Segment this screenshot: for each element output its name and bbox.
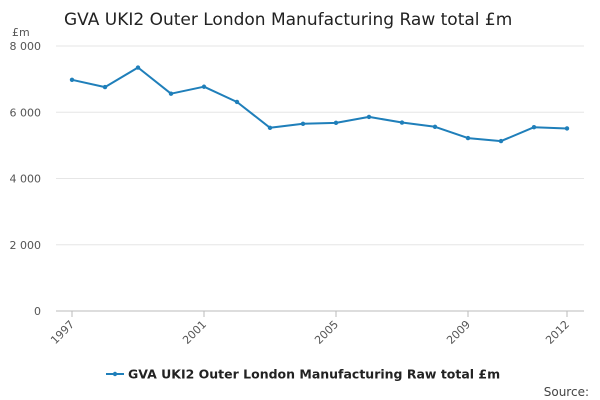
data-point[interactable] xyxy=(432,124,438,130)
data-point[interactable] xyxy=(564,126,570,131)
data-point[interactable] xyxy=(168,91,174,96)
data-point[interactable] xyxy=(267,125,273,131)
data-point[interactable] xyxy=(465,135,471,141)
legend-swatch-marker xyxy=(112,371,118,377)
y-tick-label: 2 000 xyxy=(10,239,42,252)
data-point[interactable] xyxy=(234,99,240,105)
x-tick-label: 2009 xyxy=(444,318,473,347)
gridlines xyxy=(56,45,584,312)
data-point[interactable] xyxy=(333,120,339,126)
source-label: Source: xyxy=(544,385,589,399)
y-tick-label: 6 000 xyxy=(10,106,42,119)
chart-title: GVA UKI2 Outer London Manufacturing Raw … xyxy=(64,10,512,30)
data-point[interactable] xyxy=(399,120,405,125)
data-point[interactable] xyxy=(102,84,108,90)
data-point[interactable] xyxy=(69,77,75,82)
data-point[interactable] xyxy=(201,84,207,89)
x-tick-label: 2012 xyxy=(543,318,572,347)
series-layer xyxy=(69,65,570,144)
y-axis-ticks: 0 2 000 4 000 6 000 8 000 xyxy=(10,40,42,318)
y-tick-label: 4 000 xyxy=(10,173,42,186)
x-tick-label: 1997 xyxy=(48,318,77,347)
y-tick-label: 0 xyxy=(34,305,41,318)
data-point[interactable] xyxy=(300,121,306,127)
y-tick-label: 8 000 xyxy=(10,40,42,53)
legend-series-label: GVA UKI2 Outer London Manufacturing Raw … xyxy=(128,367,500,382)
y-axis-unit-label: £m xyxy=(12,26,30,39)
data-point[interactable] xyxy=(366,114,372,120)
data-point[interactable] xyxy=(498,138,504,144)
series-line xyxy=(71,66,568,143)
x-tick-label: 2001 xyxy=(180,318,209,347)
x-axis-ticks: 1997 2001 2005 2009 2012 xyxy=(48,311,572,347)
legend[interactable]: GVA UKI2 Outer London Manufacturing Raw … xyxy=(106,367,500,382)
data-point[interactable] xyxy=(531,124,537,130)
x-tick-label: 2005 xyxy=(312,318,341,347)
data-point[interactable] xyxy=(135,65,141,70)
